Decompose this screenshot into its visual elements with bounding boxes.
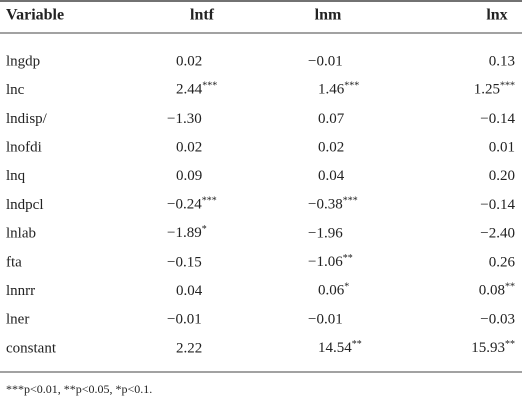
cell-value: 0.06 [318, 283, 345, 299]
cell: −0.14 [480, 197, 515, 213]
cell: −1.30 [167, 111, 202, 127]
header-cell: Variable [6, 7, 64, 24]
cell: 2.44*** [176, 81, 217, 98]
cell: 0.13 [489, 53, 515, 69]
cell: 0.01 [489, 140, 515, 156]
cell: −0.01 [308, 53, 343, 69]
cell: 0.07 [318, 111, 345, 127]
cell: 0.09 [176, 168, 202, 184]
cell: 14.54** [318, 339, 362, 356]
significance: *** [500, 81, 515, 92]
row-label: lnq [6, 168, 26, 184]
cell-value: −0.38 [308, 197, 343, 213]
cell: −0.15 [167, 254, 202, 270]
cell: 1.46*** [318, 81, 359, 98]
cell-value: 15.93 [471, 340, 505, 356]
cell-value: 2.44 [176, 82, 203, 98]
significance: ** [505, 282, 515, 293]
cell: −0.01 [167, 312, 202, 328]
cell-value: 0.08 [479, 283, 505, 299]
cell: 0.08** [479, 282, 515, 299]
cell-value: −1.06 [308, 254, 343, 270]
cell: 0.02 [318, 140, 344, 156]
cell: 0.02 [176, 53, 202, 69]
cell: 2.22 [176, 340, 202, 356]
cell: 0.02 [176, 140, 202, 156]
row-label: lnnrr [6, 283, 35, 299]
cell-value: −0.24 [167, 197, 202, 213]
significance: ** [352, 339, 362, 350]
row-label: constant [6, 340, 57, 356]
significance: *** [343, 196, 358, 207]
cell: −0.24*** [167, 196, 217, 213]
cell: 15.93** [471, 339, 515, 356]
cell: 1.25*** [474, 81, 515, 98]
significance: * [344, 282, 349, 293]
header-cell: lntf [190, 7, 215, 24]
cell: 0.20 [489, 168, 515, 184]
cell: 0.06* [318, 282, 349, 299]
cell: −1.06** [308, 253, 353, 270]
cell-value: −1.89 [167, 226, 202, 242]
row-label: lner [6, 312, 29, 328]
cell: 0.04 [318, 168, 345, 184]
row-label: lndpcl [6, 197, 44, 213]
footnote: ***p<0.01, **p<0.05, *p<0.1. [6, 382, 152, 396]
row-label: fta [6, 254, 22, 270]
significance: *** [202, 196, 217, 207]
cell: −0.38*** [308, 196, 358, 213]
cell: −1.96 [308, 226, 343, 242]
significance: *** [344, 81, 359, 92]
cell-value: 14.54 [318, 340, 352, 356]
significance: ** [343, 253, 353, 264]
significance: ** [505, 339, 515, 350]
cell: −0.01 [308, 312, 343, 328]
cell: −1.89* [167, 224, 207, 241]
row-label: lndisp/ [6, 111, 48, 127]
header-cell: lnx [486, 7, 507, 24]
cell: 0.04 [176, 283, 203, 299]
significance: *** [202, 81, 217, 92]
cell: −2.40 [480, 226, 515, 242]
cell-value: 1.46 [318, 82, 345, 98]
row-label: lnlab [6, 226, 36, 242]
row-label: lngdp [6, 53, 40, 69]
significance: * [202, 224, 207, 235]
cell: 0.26 [489, 254, 516, 270]
cell: −0.14 [480, 111, 515, 127]
header-cell: lnm [315, 7, 342, 24]
cell: −0.03 [480, 312, 515, 328]
row-label: lnofdi [6, 140, 42, 156]
row-label: lnc [6, 82, 25, 98]
cell-value: 1.25 [474, 82, 500, 98]
